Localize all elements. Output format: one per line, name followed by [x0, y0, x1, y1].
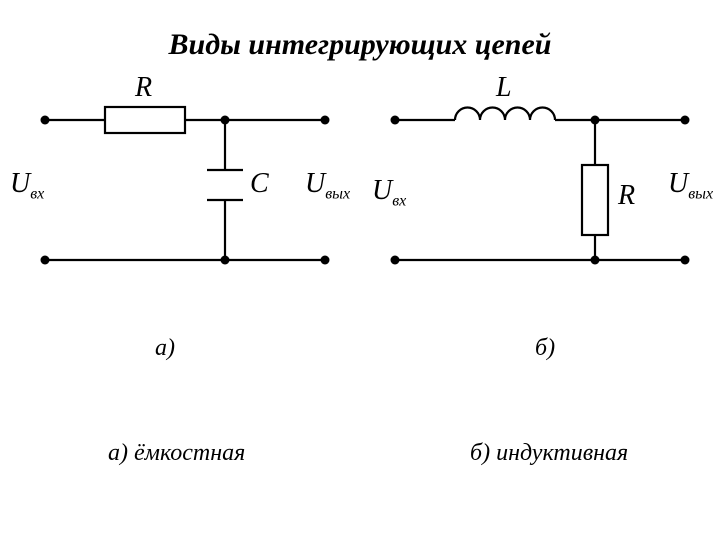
label-Uin-b: Uвх — [372, 175, 406, 211]
schematics: R C Uвх Uвых L R Uвх Uвых — [0, 80, 720, 310]
circuit-a — [35, 80, 335, 300]
label-Uin-a: Uвх — [10, 168, 44, 204]
letter-b: б) — [535, 335, 555, 362]
circuit-b — [385, 80, 695, 300]
label-R-a: R — [135, 72, 152, 104]
label-Uout-b: Uвых — [668, 168, 713, 204]
letter-a: а) — [155, 335, 175, 362]
label-R-b: R — [618, 180, 635, 212]
caption-b: б) индуктивная — [470, 440, 628, 467]
label-Uout-a: Uвых — [305, 168, 350, 204]
label-L-b: L — [496, 72, 512, 104]
caption-a: а) ёмкостная — [108, 440, 245, 467]
page-title: Виды интегрирующих цепей — [0, 28, 720, 62]
label-C-a: C — [250, 168, 269, 200]
